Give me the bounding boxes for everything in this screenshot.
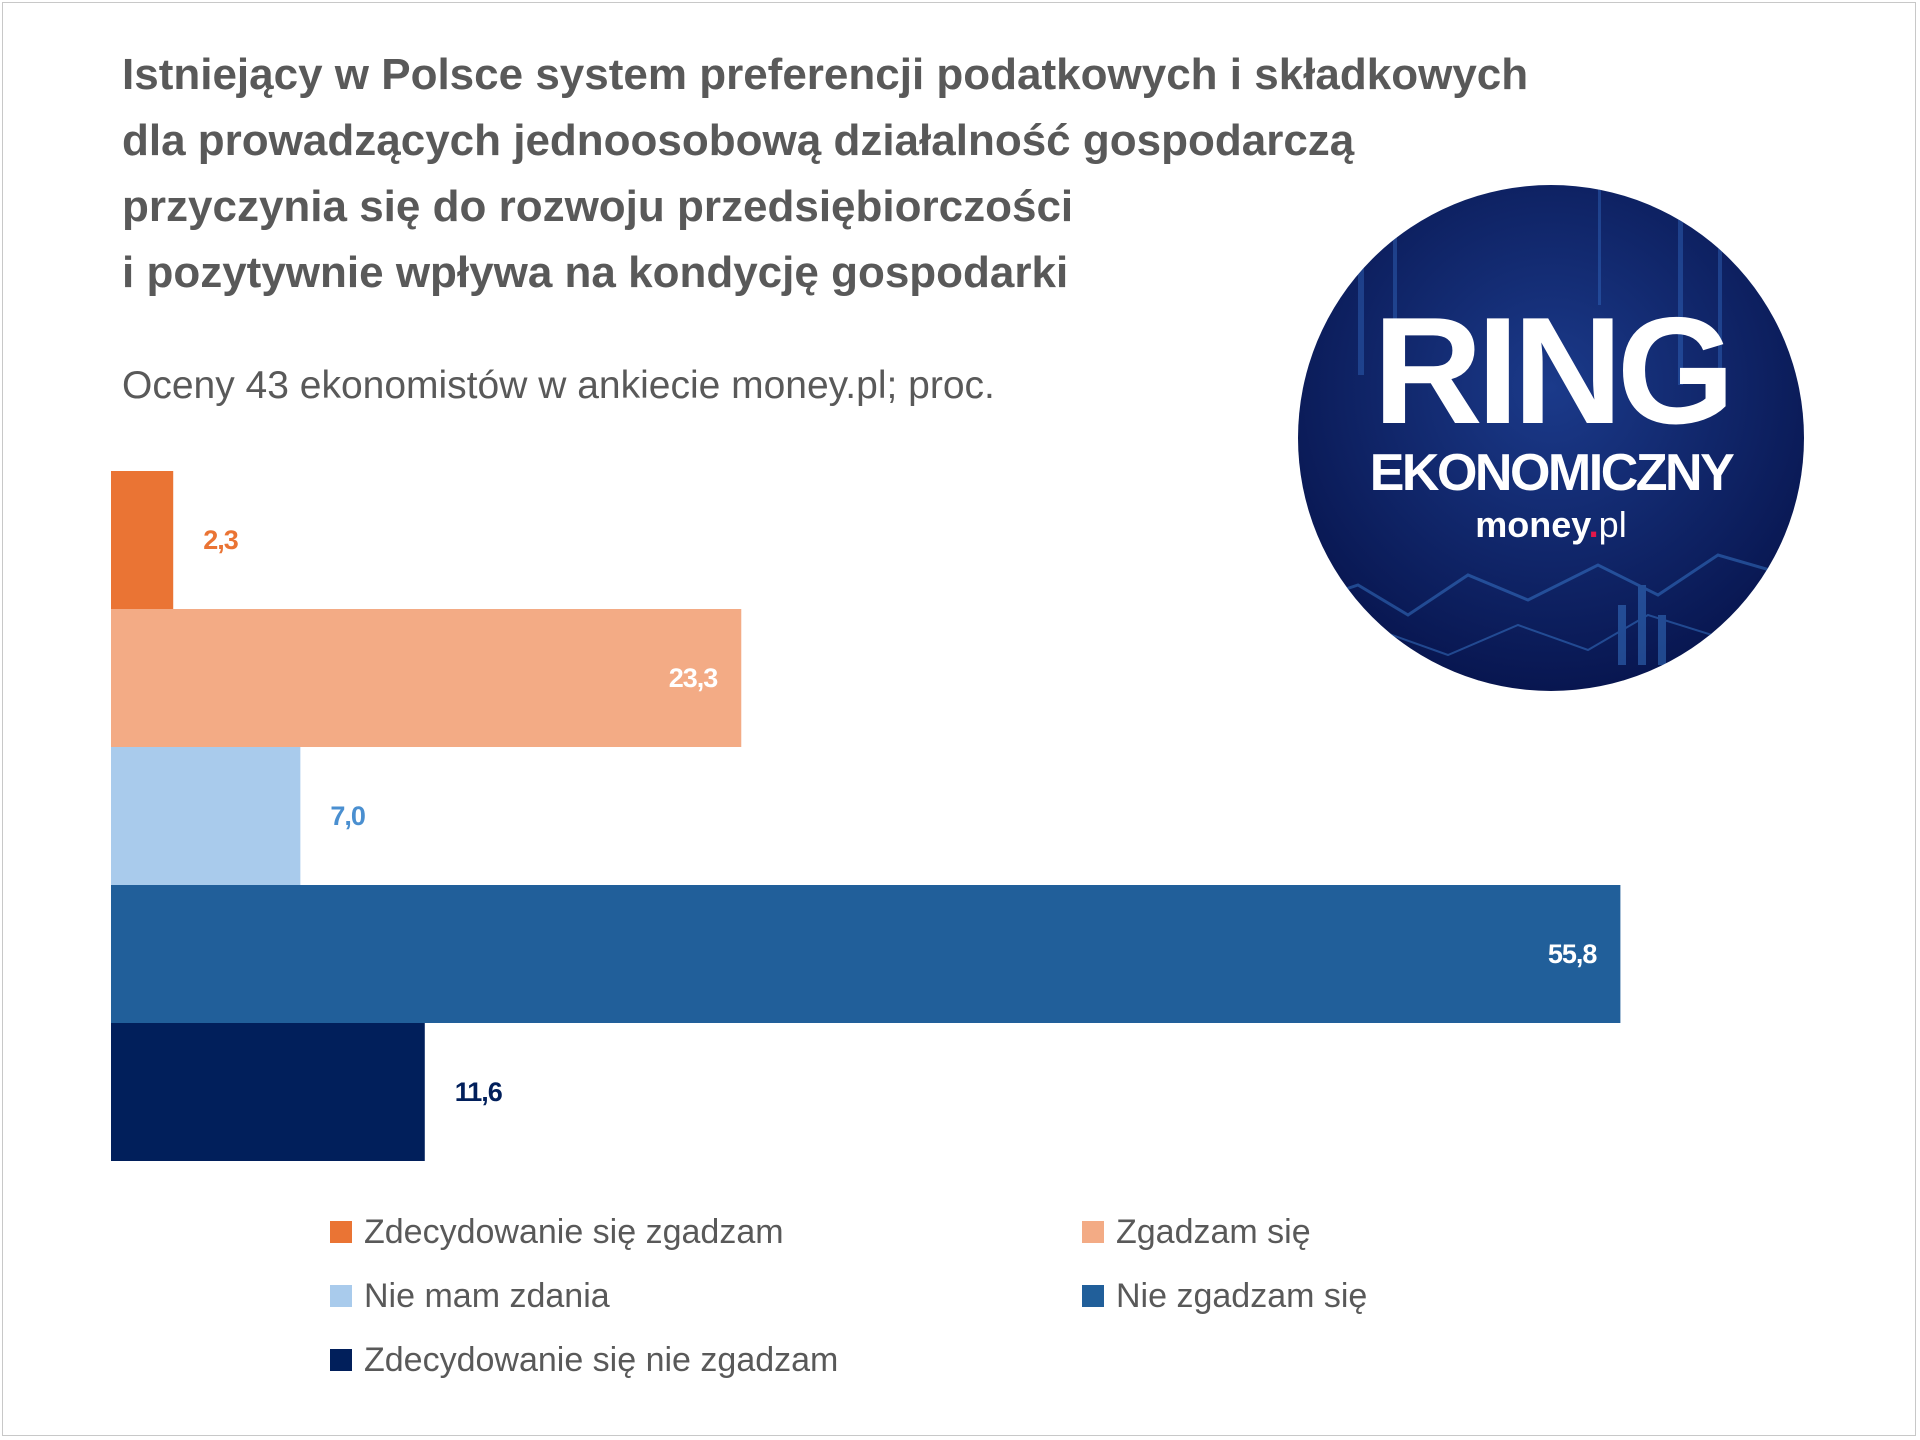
legend-item: Nie mam zdania	[330, 1271, 610, 1321]
data-label: 55,8	[1548, 939, 1598, 969]
logo-circle	[1298, 185, 1804, 691]
logo-ring-text: RING	[1373, 286, 1729, 456]
chart-subtitle: Oceny 43 ekonomistów w ankiecie money.pl…	[122, 364, 995, 407]
legend-item: Zdecydowanie się nie zgadzam	[330, 1335, 838, 1385]
legend-swatch	[1082, 1285, 1104, 1307]
title-line: dla prowadzących jednoosobową działalnoś…	[122, 116, 1355, 165]
legend-label: Nie mam zdania	[364, 1276, 610, 1315]
legend-item: Zdecydowanie się zgadzam	[330, 1207, 784, 1257]
bar	[111, 609, 742, 747]
bar	[111, 1023, 425, 1161]
chart-title: Istniejący w Polsce system preferencji p…	[122, 42, 1682, 306]
logo-brand-text: money.pl	[1475, 504, 1626, 545]
logo-brand-dot: .	[1589, 504, 1599, 545]
legend-swatch	[1082, 1221, 1104, 1243]
ring-ekonomiczny-logo: RING EKONOMICZNY money.pl	[1298, 185, 1804, 691]
legend-label: Nie zgadzam się	[1116, 1276, 1368, 1315]
bar	[111, 747, 301, 885]
logo-brand-prefix: money	[1475, 504, 1591, 545]
bar	[111, 885, 1621, 1023]
title-line: i pozytywnie wpływa na kondycję gospodar…	[122, 248, 1069, 297]
logo-ekonomiczny-text: EKONOMICZNY	[1370, 444, 1734, 502]
title-line: przyczynia się do rozwoju przedsiębiorcz…	[122, 182, 1074, 231]
legend-item: Zgadzam się	[1082, 1207, 1311, 1257]
legend-swatch	[330, 1349, 352, 1371]
data-label: 7,0	[330, 801, 365, 831]
legend-label: Zdecydowanie się zgadzam	[364, 1212, 784, 1251]
data-label: 11,6	[455, 1077, 503, 1107]
legend-swatch	[330, 1221, 352, 1243]
logo-brand-suffix: pl	[1599, 504, 1627, 545]
legend-label: Zgadzam się	[1116, 1212, 1311, 1251]
logo-background-pattern	[1298, 185, 1804, 665]
data-label: 23,3	[669, 663, 719, 693]
data-label: 2,3	[203, 525, 239, 555]
legend-item: Nie zgadzam się	[1082, 1271, 1367, 1321]
title-line: Istniejący w Polsce system preferencji p…	[122, 50, 1529, 99]
bar	[111, 471, 174, 609]
legend-label: Zdecydowanie się nie zgadzam	[364, 1340, 839, 1379]
legend-swatch	[330, 1285, 352, 1307]
